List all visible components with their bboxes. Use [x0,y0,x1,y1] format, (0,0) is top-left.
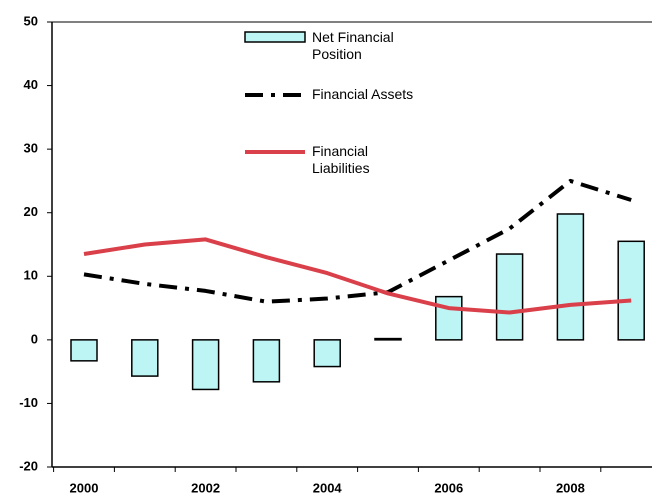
legend-label: Net Financial Position [312,29,394,62]
x-tick-label: 2002 [191,480,220,495]
y-tick-label: -10 [19,395,38,410]
y-tick-label: 50 [24,13,38,28]
bar [252,339,281,383]
bar [556,213,585,341]
bar [435,295,463,341]
y-tick-label: 40 [24,77,38,92]
y-tick-label: -20 [19,458,38,473]
bar [70,339,98,362]
legend-label: Financial Assets [312,86,414,102]
line [83,237,632,315]
bar [374,337,402,341]
x-tick-label: 2006 [434,480,463,495]
y-tick-label: 20 [24,204,38,219]
bar [191,339,220,391]
legend-swatch [244,31,306,43]
bar [131,339,159,377]
legend-label: Financial Liabilities [312,143,370,176]
bar [313,339,341,368]
bar [617,240,645,341]
y-tick-label: 30 [24,141,38,156]
x-tick-label: 2008 [556,480,585,495]
x-tick-label: 2000 [70,480,99,495]
x-tick-label: 2004 [313,480,343,495]
bar [495,253,524,341]
y-tick-label: 0 [31,331,38,346]
line [83,178,632,304]
y-tick-label: 10 [24,268,38,283]
